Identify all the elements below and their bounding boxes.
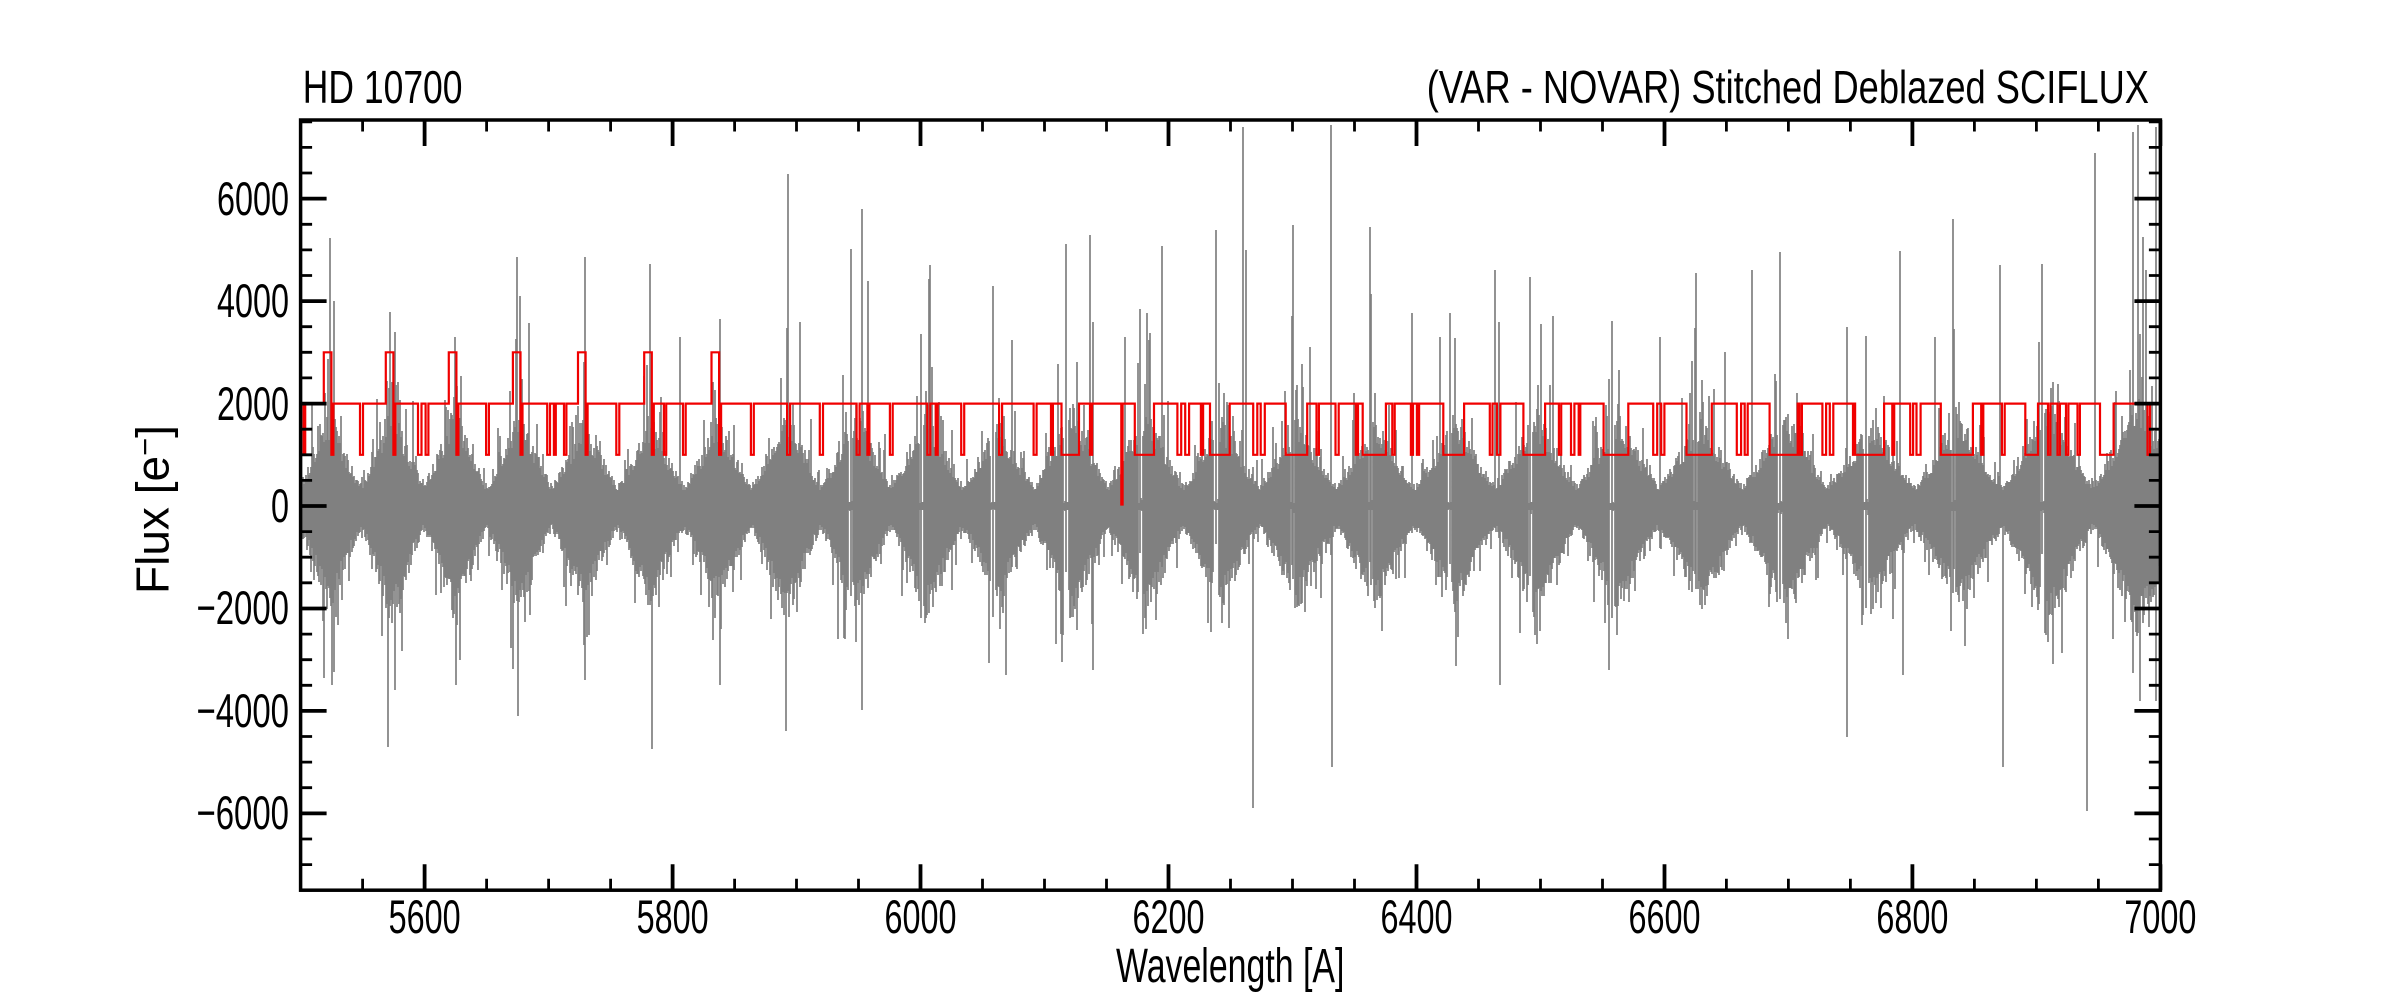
svg-text:−2000: −2000	[197, 582, 290, 635]
svg-text:6400: 6400	[1381, 891, 1453, 944]
svg-text:5800: 5800	[637, 891, 709, 944]
svg-text:(VAR - NOVAR) Stitched Deblaze: (VAR - NOVAR) Stitched Deblazed SCIFLUX	[1427, 61, 2149, 113]
svg-text:0: 0	[271, 480, 289, 533]
svg-text:4000: 4000	[217, 275, 289, 328]
svg-text:Wavelength [A]: Wavelength [A]	[1116, 940, 1344, 993]
svg-text:−4000: −4000	[197, 685, 290, 738]
svg-text:6800: 6800	[1876, 891, 1948, 944]
svg-text:Flux [e−]: Flux [e−]	[127, 425, 179, 594]
svg-text:6000: 6000	[217, 173, 289, 226]
svg-text:HD 10700: HD 10700	[303, 61, 463, 113]
svg-text:7000: 7000	[2124, 891, 2196, 944]
svg-text:−6000: −6000	[197, 787, 290, 840]
svg-text:6000: 6000	[885, 891, 957, 944]
svg-text:6600: 6600	[1629, 891, 1701, 944]
svg-text:5600: 5600	[389, 891, 461, 944]
svg-text:6200: 6200	[1133, 891, 1205, 944]
svg-text:2000: 2000	[217, 378, 289, 431]
